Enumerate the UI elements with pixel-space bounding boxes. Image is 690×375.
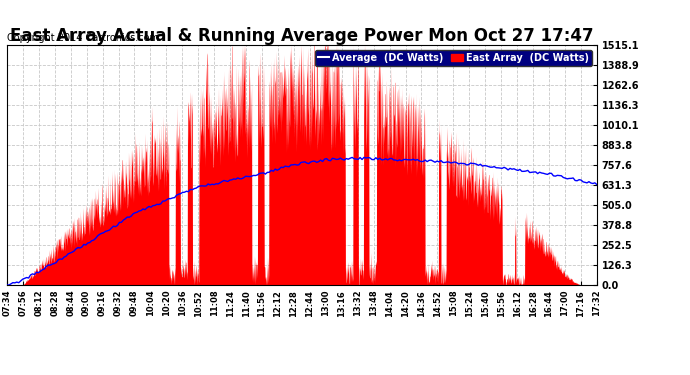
Text: Copyright 2014 Cartronics.com: Copyright 2014 Cartronics.com [7,33,159,43]
Legend: Average  (DC Watts), East Array  (DC Watts): Average (DC Watts), East Array (DC Watts… [315,50,592,66]
Title: East Array Actual & Running Average Power Mon Oct 27 17:47: East Array Actual & Running Average Powe… [10,27,593,45]
